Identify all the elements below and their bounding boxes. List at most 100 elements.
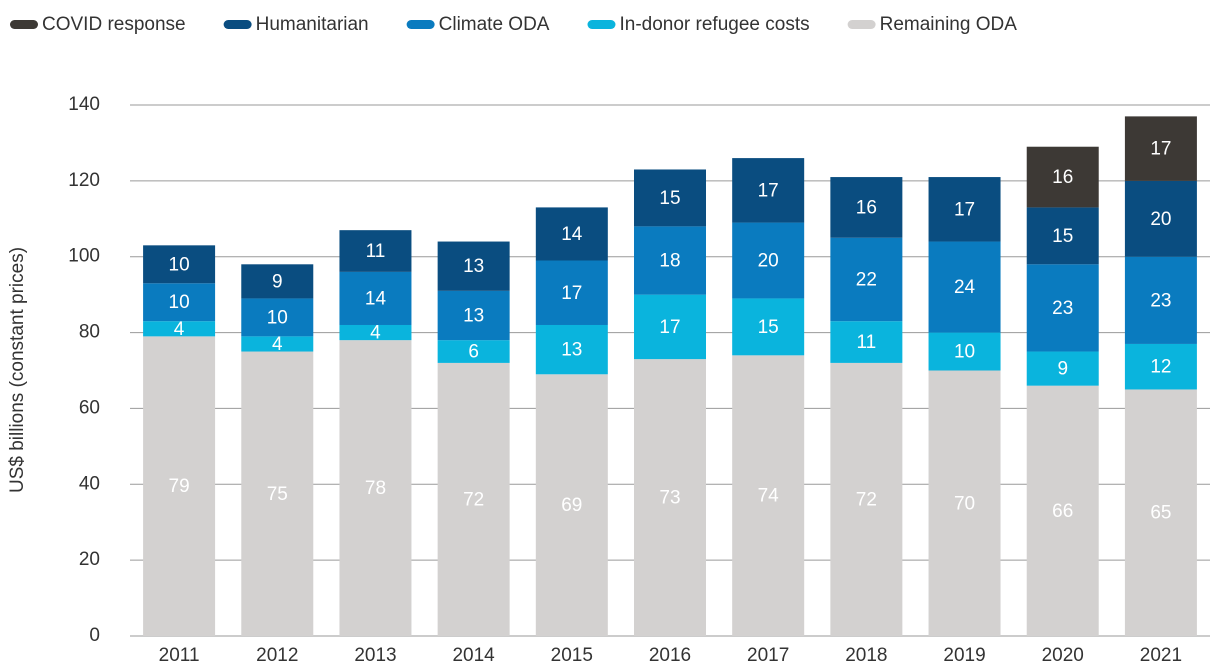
- y-tick-label: 60: [79, 397, 100, 418]
- y-tick-label: 120: [68, 170, 100, 191]
- bar-segment: [1124, 116, 1197, 181]
- data-label: 16: [856, 197, 877, 218]
- data-label: 14: [365, 288, 387, 309]
- data-label: 69: [561, 495, 582, 516]
- x-tick-label: 2015: [551, 645, 593, 666]
- data-label: 4: [370, 323, 381, 344]
- bar-segment: [241, 351, 314, 636]
- bar-segment: [928, 241, 1001, 333]
- data-label: 9: [1057, 359, 1068, 380]
- data-label: 74: [758, 486, 780, 507]
- bar-segment: [339, 324, 412, 341]
- y-axis-label: US$ billions (constant prices): [7, 247, 28, 493]
- bar-segment: [143, 245, 216, 284]
- data-label: 17: [659, 317, 680, 338]
- data-label: 20: [758, 251, 779, 272]
- y-tick-label: 20: [79, 549, 100, 570]
- bar-segment: [830, 177, 903, 238]
- bar-segment: [1026, 146, 1099, 208]
- x-tick-label: 2014: [452, 645, 495, 666]
- bar-segment: [535, 207, 608, 261]
- data-label: 75: [267, 484, 288, 505]
- bar-segment: [143, 336, 216, 636]
- bar-segment: [1026, 385, 1099, 636]
- data-label: 11: [856, 332, 876, 353]
- data-label: 70: [954, 493, 975, 514]
- bar-segment: [1124, 256, 1197, 344]
- legend-marker: [10, 20, 38, 29]
- bar-segment: [830, 321, 903, 363]
- data-label: 10: [954, 342, 975, 363]
- data-label: 79: [169, 476, 190, 497]
- legend-label: In-donor refugee costs: [619, 14, 809, 35]
- bar-segment: [928, 332, 1001, 371]
- data-label: 9: [272, 271, 283, 292]
- bar-segment: [928, 177, 1001, 242]
- x-tick-label: 2020: [1042, 645, 1084, 666]
- bar-segment: [339, 271, 412, 325]
- y-tick-label: 140: [68, 94, 100, 115]
- legend-label: Remaining ODA: [880, 14, 1018, 35]
- bar-segment: [437, 290, 510, 341]
- legend-marker: [587, 20, 616, 29]
- data-label: 15: [758, 317, 779, 338]
- legend-marker: [223, 20, 252, 29]
- data-label: 78: [365, 478, 386, 499]
- data-label: 6: [468, 342, 479, 363]
- bar-segment: [830, 237, 903, 322]
- data-label: 13: [561, 340, 582, 361]
- data-label: 4: [174, 319, 185, 340]
- bar-segment: [241, 336, 314, 352]
- bar-segment: [143, 283, 216, 322]
- bar-segment: [634, 226, 706, 295]
- data-label: 18: [659, 251, 680, 272]
- bar-segment: [437, 362, 510, 636]
- y-tick-label: 0: [89, 625, 100, 646]
- bar-segment: [437, 241, 510, 291]
- data-label: 24: [954, 277, 976, 298]
- bar-segment: [339, 230, 412, 272]
- data-label: 15: [659, 188, 680, 209]
- data-label: 17: [561, 283, 582, 304]
- data-label: 17: [954, 199, 975, 220]
- bar-segment: [1124, 343, 1197, 390]
- bar-segment: [732, 355, 805, 636]
- x-tick-label: 2019: [943, 645, 985, 666]
- legend-label: Humanitarian: [256, 14, 369, 35]
- bar-segment: [143, 321, 216, 337]
- data-label: 72: [463, 489, 484, 510]
- bar-segment: [241, 298, 314, 337]
- bar-segment: [830, 362, 903, 636]
- y-tick-label: 100: [68, 246, 100, 267]
- data-label: 13: [463, 256, 484, 277]
- data-label: 10: [267, 307, 288, 328]
- x-tick-label: 2021: [1140, 645, 1182, 666]
- bar-segment: [1026, 264, 1099, 352]
- x-tick-label: 2012: [256, 645, 298, 666]
- data-label: 23: [1150, 290, 1171, 311]
- data-label: 13: [463, 306, 484, 327]
- bar-segment: [535, 260, 608, 325]
- data-label: 15: [1052, 226, 1073, 247]
- data-label: 22: [856, 269, 877, 290]
- bar-segment: [241, 264, 314, 299]
- data-label: 11: [366, 241, 386, 262]
- data-label: 73: [659, 488, 680, 509]
- bar-segment: [535, 324, 608, 375]
- x-tick-label: 2016: [649, 645, 691, 666]
- data-label: 12: [1150, 357, 1171, 378]
- data-label: 16: [1052, 167, 1073, 188]
- bar-segment: [1124, 389, 1197, 636]
- legend-label: Climate ODA: [439, 14, 550, 35]
- bar-segment: [1026, 207, 1099, 265]
- bar-segment: [732, 158, 805, 223]
- data-label: 66: [1052, 501, 1073, 522]
- bar-segment: [1026, 351, 1099, 386]
- data-label: 10: [169, 254, 190, 275]
- data-label: 20: [1150, 209, 1171, 230]
- y-tick-label: 80: [79, 322, 100, 343]
- x-tick-label: 2011: [159, 645, 200, 666]
- legend-marker: [847, 20, 876, 29]
- bar-segment: [437, 340, 510, 363]
